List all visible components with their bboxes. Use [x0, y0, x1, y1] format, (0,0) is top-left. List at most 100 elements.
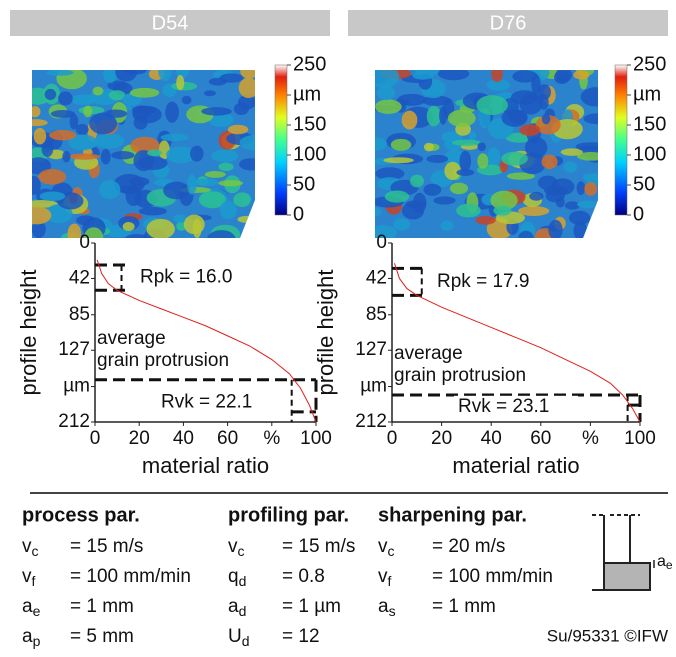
x-tick-label: 20 [431, 428, 452, 449]
x-tick-label: 20 [129, 428, 150, 449]
surface-grain [198, 191, 226, 209]
colorbar-tick-label: 100 [293, 143, 326, 165]
surface-grain [107, 80, 128, 91]
abbott-curve [96, 259, 317, 423]
x-tick-label: 100 [300, 428, 332, 449]
surface-grain [32, 220, 46, 238]
colorbar-tick-label: 100 [633, 143, 666, 165]
diagram-label: ae [657, 553, 673, 572]
surface-grain [218, 162, 234, 172]
surface-grain [44, 88, 57, 101]
colorbar-tick-label: 250 [293, 53, 326, 75]
x-tick-label: 60 [530, 428, 551, 449]
surface-grain [456, 203, 481, 218]
colorbar-tick-label: 0 [633, 203, 644, 225]
protrusion-label: average [97, 328, 166, 349]
symbol: U [228, 626, 242, 647]
surface-grain [519, 124, 541, 136]
subscript: f [388, 573, 392, 589]
parameter-group-title: sharpening par. [378, 504, 527, 526]
surface-grain [163, 181, 190, 200]
parameter-symbol: vc [378, 536, 395, 559]
surface-grain [376, 85, 396, 101]
surface-grain [33, 127, 47, 145]
surface-grain [541, 113, 551, 125]
colorbar-tick-label: 250 [633, 53, 666, 75]
surface-grain [493, 205, 512, 216]
y-tick-label: 127 [58, 339, 90, 360]
surface-grain [486, 79, 511, 91]
surface-grain [573, 70, 590, 80]
surface-grain [158, 70, 172, 82]
surface-grain [49, 129, 77, 141]
surface-grain [451, 139, 482, 146]
surface-grain [477, 153, 489, 169]
surface-image [375, 70, 598, 238]
colorbar-tick-label: µm [293, 83, 321, 105]
surface-grain [104, 109, 128, 118]
surface-grain [426, 105, 441, 127]
parameter-value: = 1 mm [70, 596, 134, 617]
surface-shade [375, 70, 598, 238]
protrusion-label: grain protrusion [394, 365, 526, 386]
surface-grain [238, 77, 255, 98]
parameter-symbol: vc [22, 536, 39, 559]
surface-grain [92, 86, 104, 96]
surface-grain [393, 218, 411, 231]
surface-grain [147, 149, 162, 157]
parameter-value: = 20 m/s [432, 536, 505, 557]
surface-image [32, 70, 255, 238]
subscript: e [666, 558, 673, 572]
parameter-symbol: vf [22, 566, 36, 589]
surface-grain [569, 210, 591, 225]
parameter-symbol: vc [228, 536, 245, 559]
protrusion-label: average [394, 343, 463, 364]
surface-grain [208, 112, 234, 127]
y-tick-label: µm [63, 376, 90, 397]
y-tick-label: 42 [69, 267, 90, 288]
symbol: q [228, 566, 239, 587]
rpk-label-bg [137, 266, 257, 289]
subscript: c [238, 543, 245, 559]
surface-grain [576, 200, 598, 209]
symbol: v [378, 536, 388, 557]
surface-grain [32, 199, 58, 208]
parameter-group-title: process par. [22, 504, 140, 526]
subscript: d [242, 633, 250, 649]
colorbar-tick-label: 50 [293, 173, 315, 195]
surface-grain [564, 201, 580, 210]
y-tick-label: 212 [355, 411, 387, 432]
surface-grain [375, 137, 387, 151]
surface-grain [69, 113, 79, 130]
surface-grain [227, 124, 249, 135]
surface-grain [187, 174, 197, 195]
colorbar-tick-label: 150 [633, 113, 666, 135]
surface-grain [201, 107, 232, 116]
colorbar-tick-label: µm [633, 83, 661, 105]
colorbar-tick-label: 0 [293, 203, 304, 225]
surface-grain [244, 233, 255, 238]
surface-grain [211, 149, 239, 163]
surface-grain [475, 215, 496, 225]
surface-grain [576, 152, 598, 161]
symbol: v [22, 566, 32, 587]
symbol: v [22, 536, 32, 557]
surface-grain [459, 150, 472, 172]
surface-grain [138, 156, 168, 170]
surface-grain [115, 185, 142, 193]
surface-grain [423, 183, 442, 196]
surface-grain [405, 200, 427, 209]
surface-grain [383, 157, 414, 164]
surface-grain [468, 131, 477, 141]
surface-grain [32, 106, 41, 118]
surface-grain [554, 70, 570, 85]
surface-grain [539, 93, 549, 110]
surface-grain [204, 171, 226, 178]
surface-grain [100, 148, 111, 165]
x-tick-label: 100 [624, 428, 656, 449]
rpk-label: Rpk = 16.0 [140, 267, 232, 288]
surface-grain [529, 191, 544, 201]
surface-grain [103, 70, 118, 84]
surface-grain [32, 119, 48, 127]
